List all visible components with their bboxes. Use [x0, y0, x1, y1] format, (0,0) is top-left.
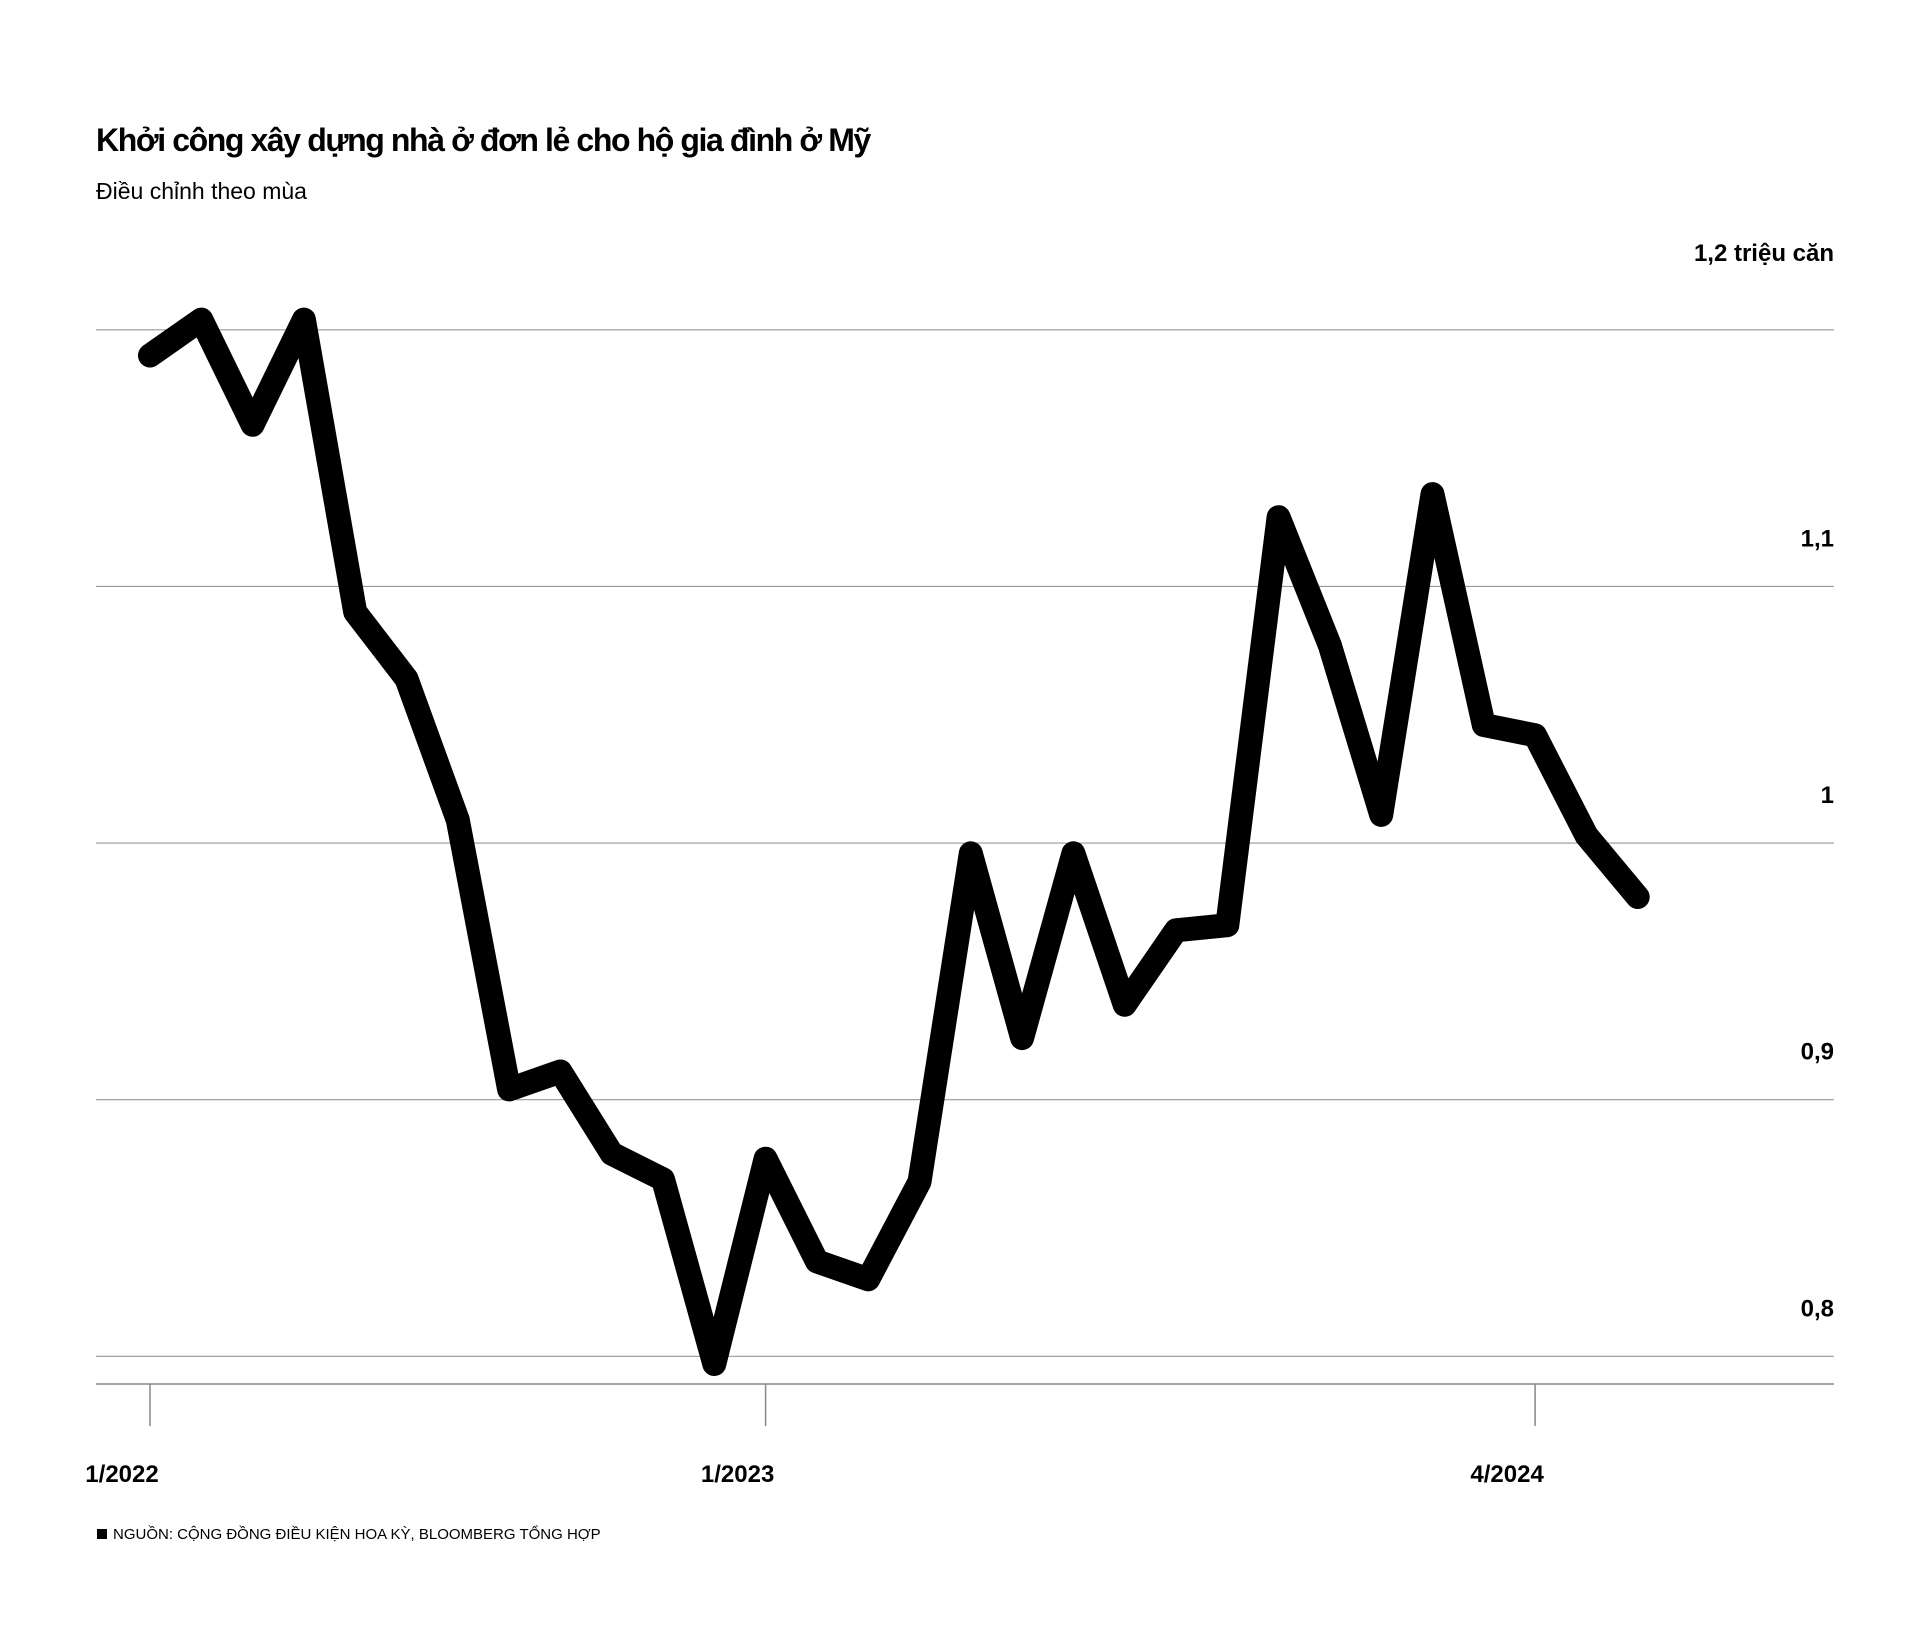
- x-axis: 1/2022 1/2023 4/2024: [85, 1384, 1544, 1488]
- source-text: NGUỒN: CỘNG ĐỒNG ĐIỀU KIỆN HOA KỲ, BLOOM…: [113, 1526, 601, 1543]
- series-line: [138, 307, 1650, 1376]
- x-tick-label: 4/2024: [1470, 1461, 1544, 1488]
- x-tick-label: 1/2023: [701, 1461, 774, 1488]
- y-tick-label: 1,1: [1801, 525, 1834, 552]
- y-axis-unit-label: 1,2 triệu căn: [1693, 240, 1834, 267]
- chart-subtitle: Điều chỉnh theo mùa: [96, 178, 307, 204]
- x-tick-label: 1/2022: [85, 1461, 158, 1488]
- chart-title: Khởi công xây dựng nhà ở đơn lẻ cho hộ g…: [96, 122, 871, 158]
- y-tick-label: 1: [1821, 782, 1834, 809]
- y-tick-label: 0,8: [1801, 1295, 1834, 1322]
- source-square-icon: [97, 1529, 107, 1539]
- y-tick-label: 0,9: [1801, 1039, 1834, 1066]
- source-note: NGUỒN: CỘNG ĐỒNG ĐIỀU KIỆN HOA KỲ, BLOOM…: [97, 1526, 601, 1543]
- series-layer: [138, 307, 1650, 1376]
